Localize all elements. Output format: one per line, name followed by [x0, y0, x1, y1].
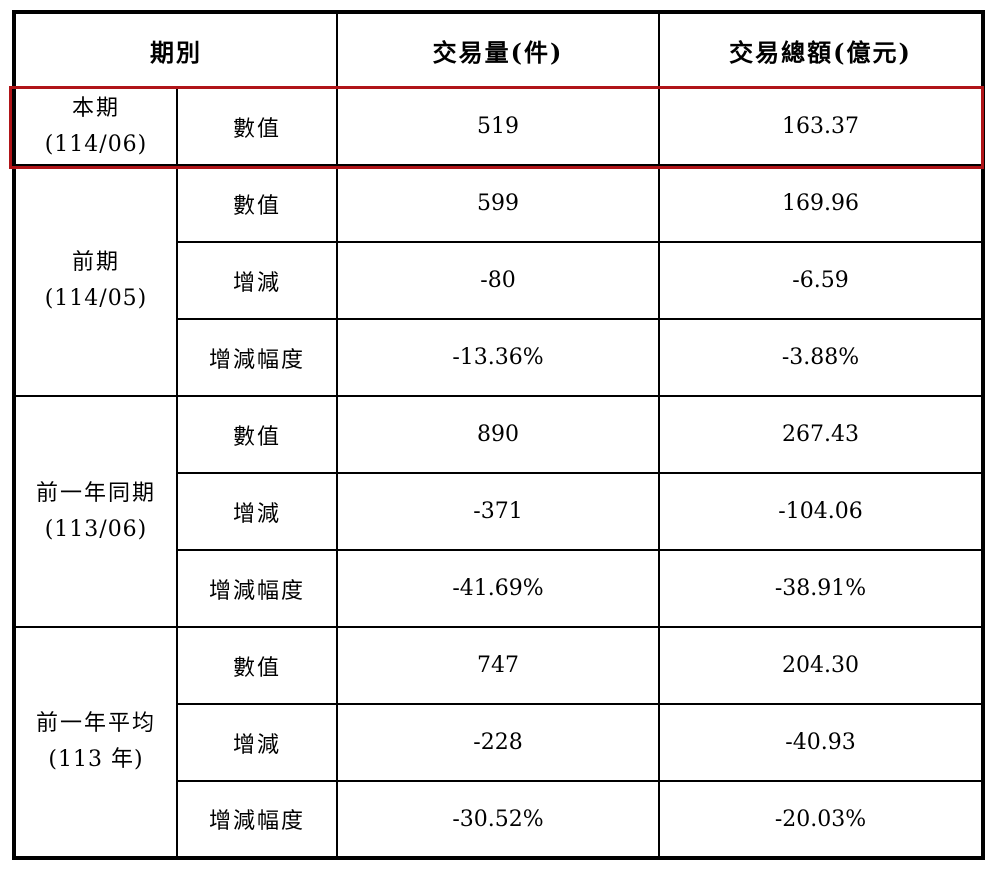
cell-group-current: 本期 (114/06) [13, 87, 178, 166]
cell-volume-value: -30.52% [336, 780, 660, 859]
cell-amount-value: 169.96 [658, 164, 984, 243]
cell-volume-value: -13.36% [336, 318, 660, 397]
cell-metric-label: 增減幅度 [176, 780, 338, 859]
group-period: (113 年) [48, 747, 144, 772]
header-cell-volume: 交易量(件) [336, 11, 660, 89]
cell-volume-value: 519 [336, 87, 660, 166]
row-last-year-same-period-change-rate: 增減幅度 -41.69% -38.91% [14, 549, 984, 628]
cell-group-last-year-average: 前一年平均 (113 年) [13, 626, 178, 859]
row-last-year-average-change: 增減 -228 -40.93 [14, 703, 984, 782]
group-name: 前一年平均 [35, 711, 156, 736]
cell-volume-value: -228 [336, 703, 660, 782]
cell-volume-value: -371 [336, 472, 660, 551]
cell-metric-label: 數值 [176, 164, 338, 243]
table-header-row: 期別 交易量(件) 交易總額(億元) [13, 11, 984, 89]
group-name: 前期 [71, 249, 120, 275]
cell-amount-value: -38.91% [658, 549, 984, 628]
cell-metric-label: 增減 [176, 703, 338, 782]
group-name: 本期 [71, 95, 120, 121]
group-period: (114/05) [44, 285, 148, 311]
cell-group-last-year-same-period: 前一年同期 (113/06) [13, 395, 178, 628]
transaction-summary-table-wrap: 期別 交易量(件) 交易總額(億元) 本期 (114/06) 數值 519 16… [9, 10, 985, 860]
cell-metric-label: 增減幅度 [176, 318, 338, 397]
group-name: 前一年同期 [35, 480, 156, 506]
cell-amount-value: -20.03% [658, 780, 984, 859]
row-last-year-same-period-change: 增減 -371 -104.06 [14, 472, 984, 551]
cell-metric-label: 數值 [176, 87, 338, 166]
cell-volume-value: 747 [336, 626, 660, 705]
transaction-summary-table: 期別 交易量(件) 交易總額(億元) 本期 (114/06) 數值 519 16… [12, 10, 985, 860]
cell-metric-label: 數值 [176, 626, 338, 705]
header-cell-amount: 交易總額(億元) [658, 11, 984, 89]
row-current-period: 本期 (114/06) 數值 519 163.37 [13, 87, 984, 166]
cell-amount-value: -6.59 [658, 241, 984, 320]
row-last-year-same-period-value: 前一年同期 (113/06) 數值 890 267.43 [13, 395, 984, 628]
cell-amount-value: -40.93 [658, 703, 984, 782]
cell-group-previous-period: 前期 (114/05) [13, 164, 178, 397]
cell-volume-value: 599 [336, 164, 660, 243]
header-cell-period: 期別 [13, 11, 338, 89]
cell-volume-value: -80 [336, 241, 660, 320]
row-previous-period-value: 前期 (114/05) 數值 599 169.96 [13, 164, 984, 397]
group-period: (113/06) [44, 516, 148, 542]
cell-metric-label: 增減 [176, 241, 338, 320]
cell-amount-value: -3.88% [658, 318, 984, 397]
cell-metric-label: 數值 [176, 395, 338, 474]
cell-amount-value: -104.06 [658, 472, 984, 551]
cell-volume-value: -41.69% [336, 549, 660, 628]
row-previous-period-change: 增減 -80 -6.59 [14, 241, 984, 320]
group-period: (114/06) [44, 131, 148, 157]
cell-amount-value: 163.37 [658, 87, 984, 166]
cell-amount-value: 204.30 [658, 626, 984, 705]
cell-volume-value: 890 [336, 395, 660, 474]
row-last-year-average-value: 前一年平均 (113 年) 數值 747 204.30 [13, 626, 984, 859]
cell-metric-label: 增減幅度 [176, 549, 338, 628]
row-last-year-average-change-rate: 增減幅度 -30.52% -20.03% [14, 780, 984, 859]
row-previous-period-change-rate: 增減幅度 -13.36% -3.88% [14, 318, 984, 397]
cell-amount-value: 267.43 [658, 395, 984, 474]
cell-metric-label: 增減 [176, 472, 338, 551]
